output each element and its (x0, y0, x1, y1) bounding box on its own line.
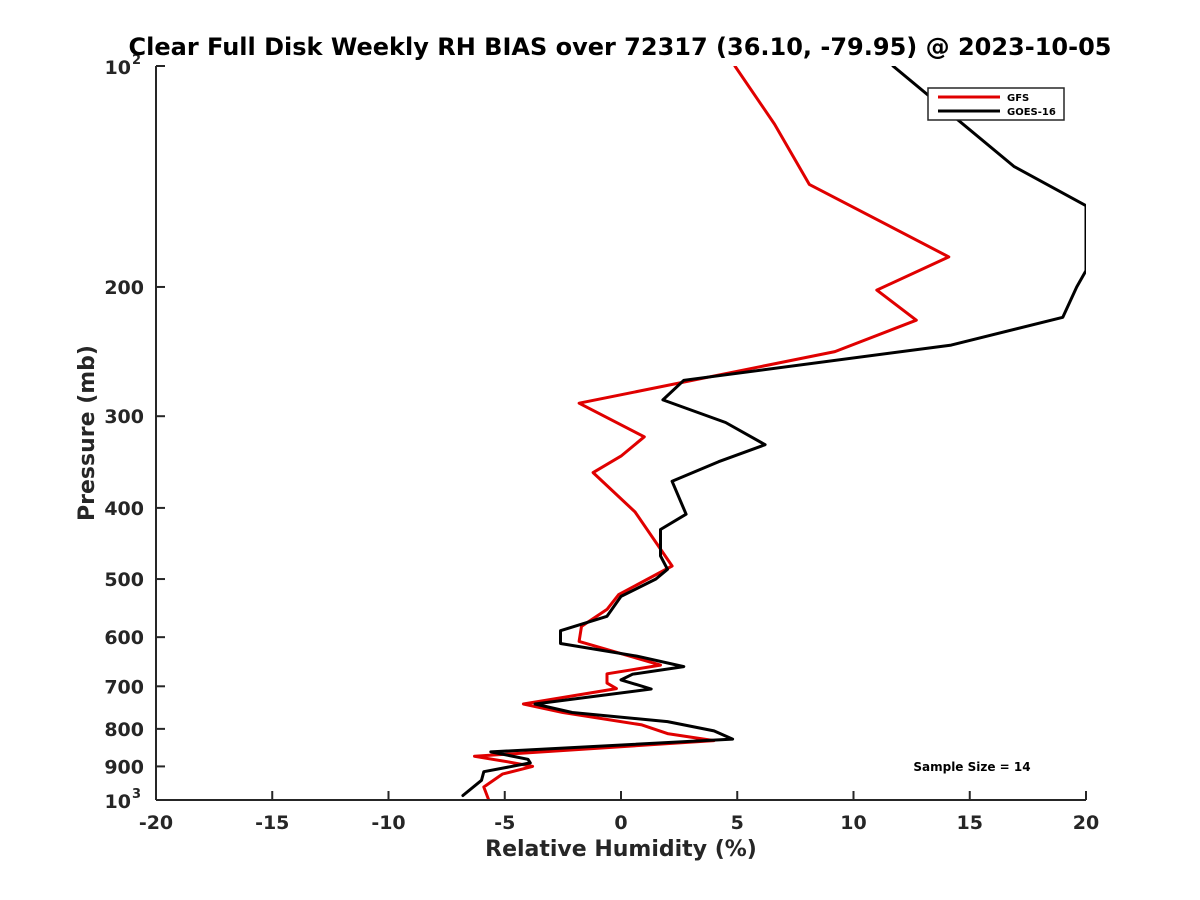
x-tick-label: -5 (494, 812, 515, 834)
y-tick-exponent: 3 (132, 787, 141, 802)
legend-box (927, 87, 1065, 121)
x-tick-label: 10 (840, 812, 866, 834)
series-line-gfs (473, 66, 951, 800)
series-lines (461, 66, 1086, 800)
y-tick-label: 10 (105, 57, 131, 79)
y-tick-exponent: 2 (132, 53, 141, 68)
x-tick-label: 20 (1073, 812, 1099, 834)
y-tick-label: 300 (104, 406, 144, 428)
x-axis-label: Relative Humidity (%) (485, 837, 757, 862)
y-tick-label: 500 (104, 569, 144, 591)
series-line-goes-16 (461, 66, 1086, 797)
x-tick-label: -10 (371, 812, 405, 834)
legend: GFS GOES-16 (927, 87, 1065, 121)
y-tick-label: 800 (104, 719, 144, 741)
y-tick-label: 10 (105, 791, 131, 813)
y-tick-label: 700 (104, 676, 144, 698)
sample-size-annotation: Sample Size = 14 (913, 760, 1030, 774)
y-tick-label: 600 (104, 627, 144, 649)
legend-label: GFS (1007, 93, 1029, 104)
y-tick-label: 900 (104, 756, 144, 778)
x-tick-label: -15 (255, 812, 289, 834)
y-tick-label: 200 (104, 277, 144, 299)
x-tick-label: -20 (139, 812, 173, 834)
legend-label: GOES-16 (1007, 107, 1056, 118)
y-tick-label: 400 (104, 498, 144, 520)
chart-title: Clear Full Disk Weekly RH BIAS over 7231… (129, 33, 1112, 61)
x-tick-label: 15 (957, 812, 983, 834)
y-axis-label: Pressure (mb) (75, 345, 100, 521)
x-tick-label: 0 (614, 812, 627, 834)
x-tick-label: 5 (731, 812, 744, 834)
